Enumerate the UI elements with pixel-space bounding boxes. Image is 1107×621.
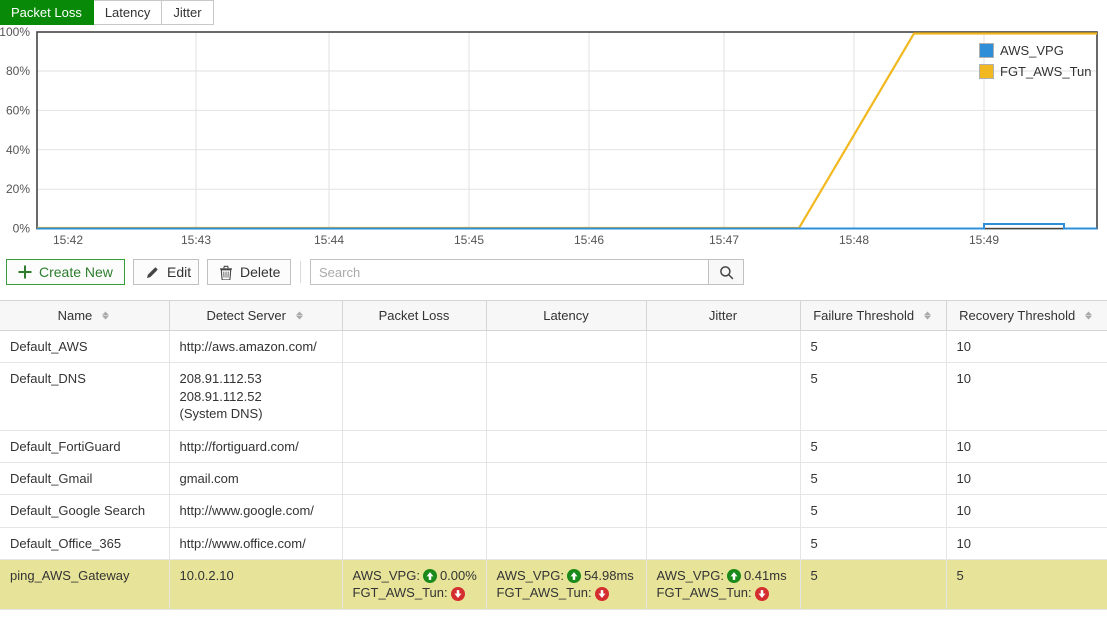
svg-text:40%: 40% (6, 143, 30, 157)
svg-text:15:47: 15:47 (709, 233, 739, 247)
svg-text:15:44: 15:44 (314, 233, 344, 247)
svg-text:15:43: 15:43 (181, 233, 211, 247)
svg-text:15:48: 15:48 (839, 233, 869, 247)
svg-text:15:46: 15:46 (574, 233, 604, 247)
svg-text:0%: 0% (13, 222, 31, 236)
svg-text:100%: 100% (0, 25, 30, 39)
svg-text:80%: 80% (6, 64, 30, 78)
svg-text:15:45: 15:45 (454, 233, 484, 247)
svg-text:15:49: 15:49 (969, 233, 999, 247)
svg-text:20%: 20% (6, 182, 30, 196)
svg-text:15:42: 15:42 (53, 233, 83, 247)
svg-text:60%: 60% (6, 103, 30, 117)
